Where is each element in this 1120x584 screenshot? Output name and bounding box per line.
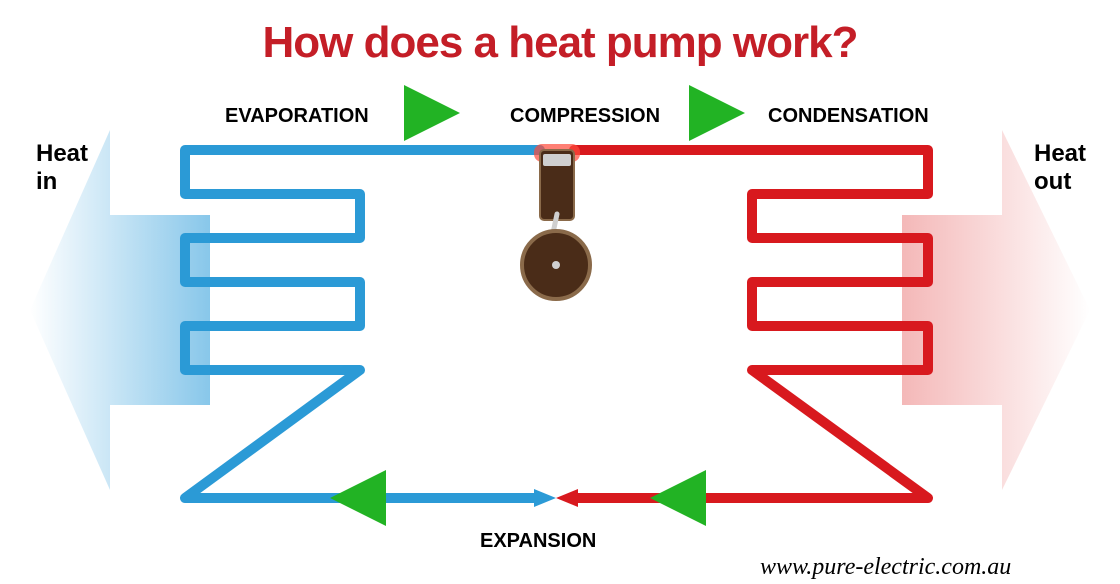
flow-arrows bbox=[344, 113, 731, 498]
expansion-valve-icon bbox=[534, 489, 578, 507]
hot-pipe bbox=[574, 150, 928, 498]
diagram-canvas bbox=[0, 0, 1120, 584]
cold-pipe bbox=[185, 150, 540, 498]
compressor-icon bbox=[522, 144, 590, 299]
